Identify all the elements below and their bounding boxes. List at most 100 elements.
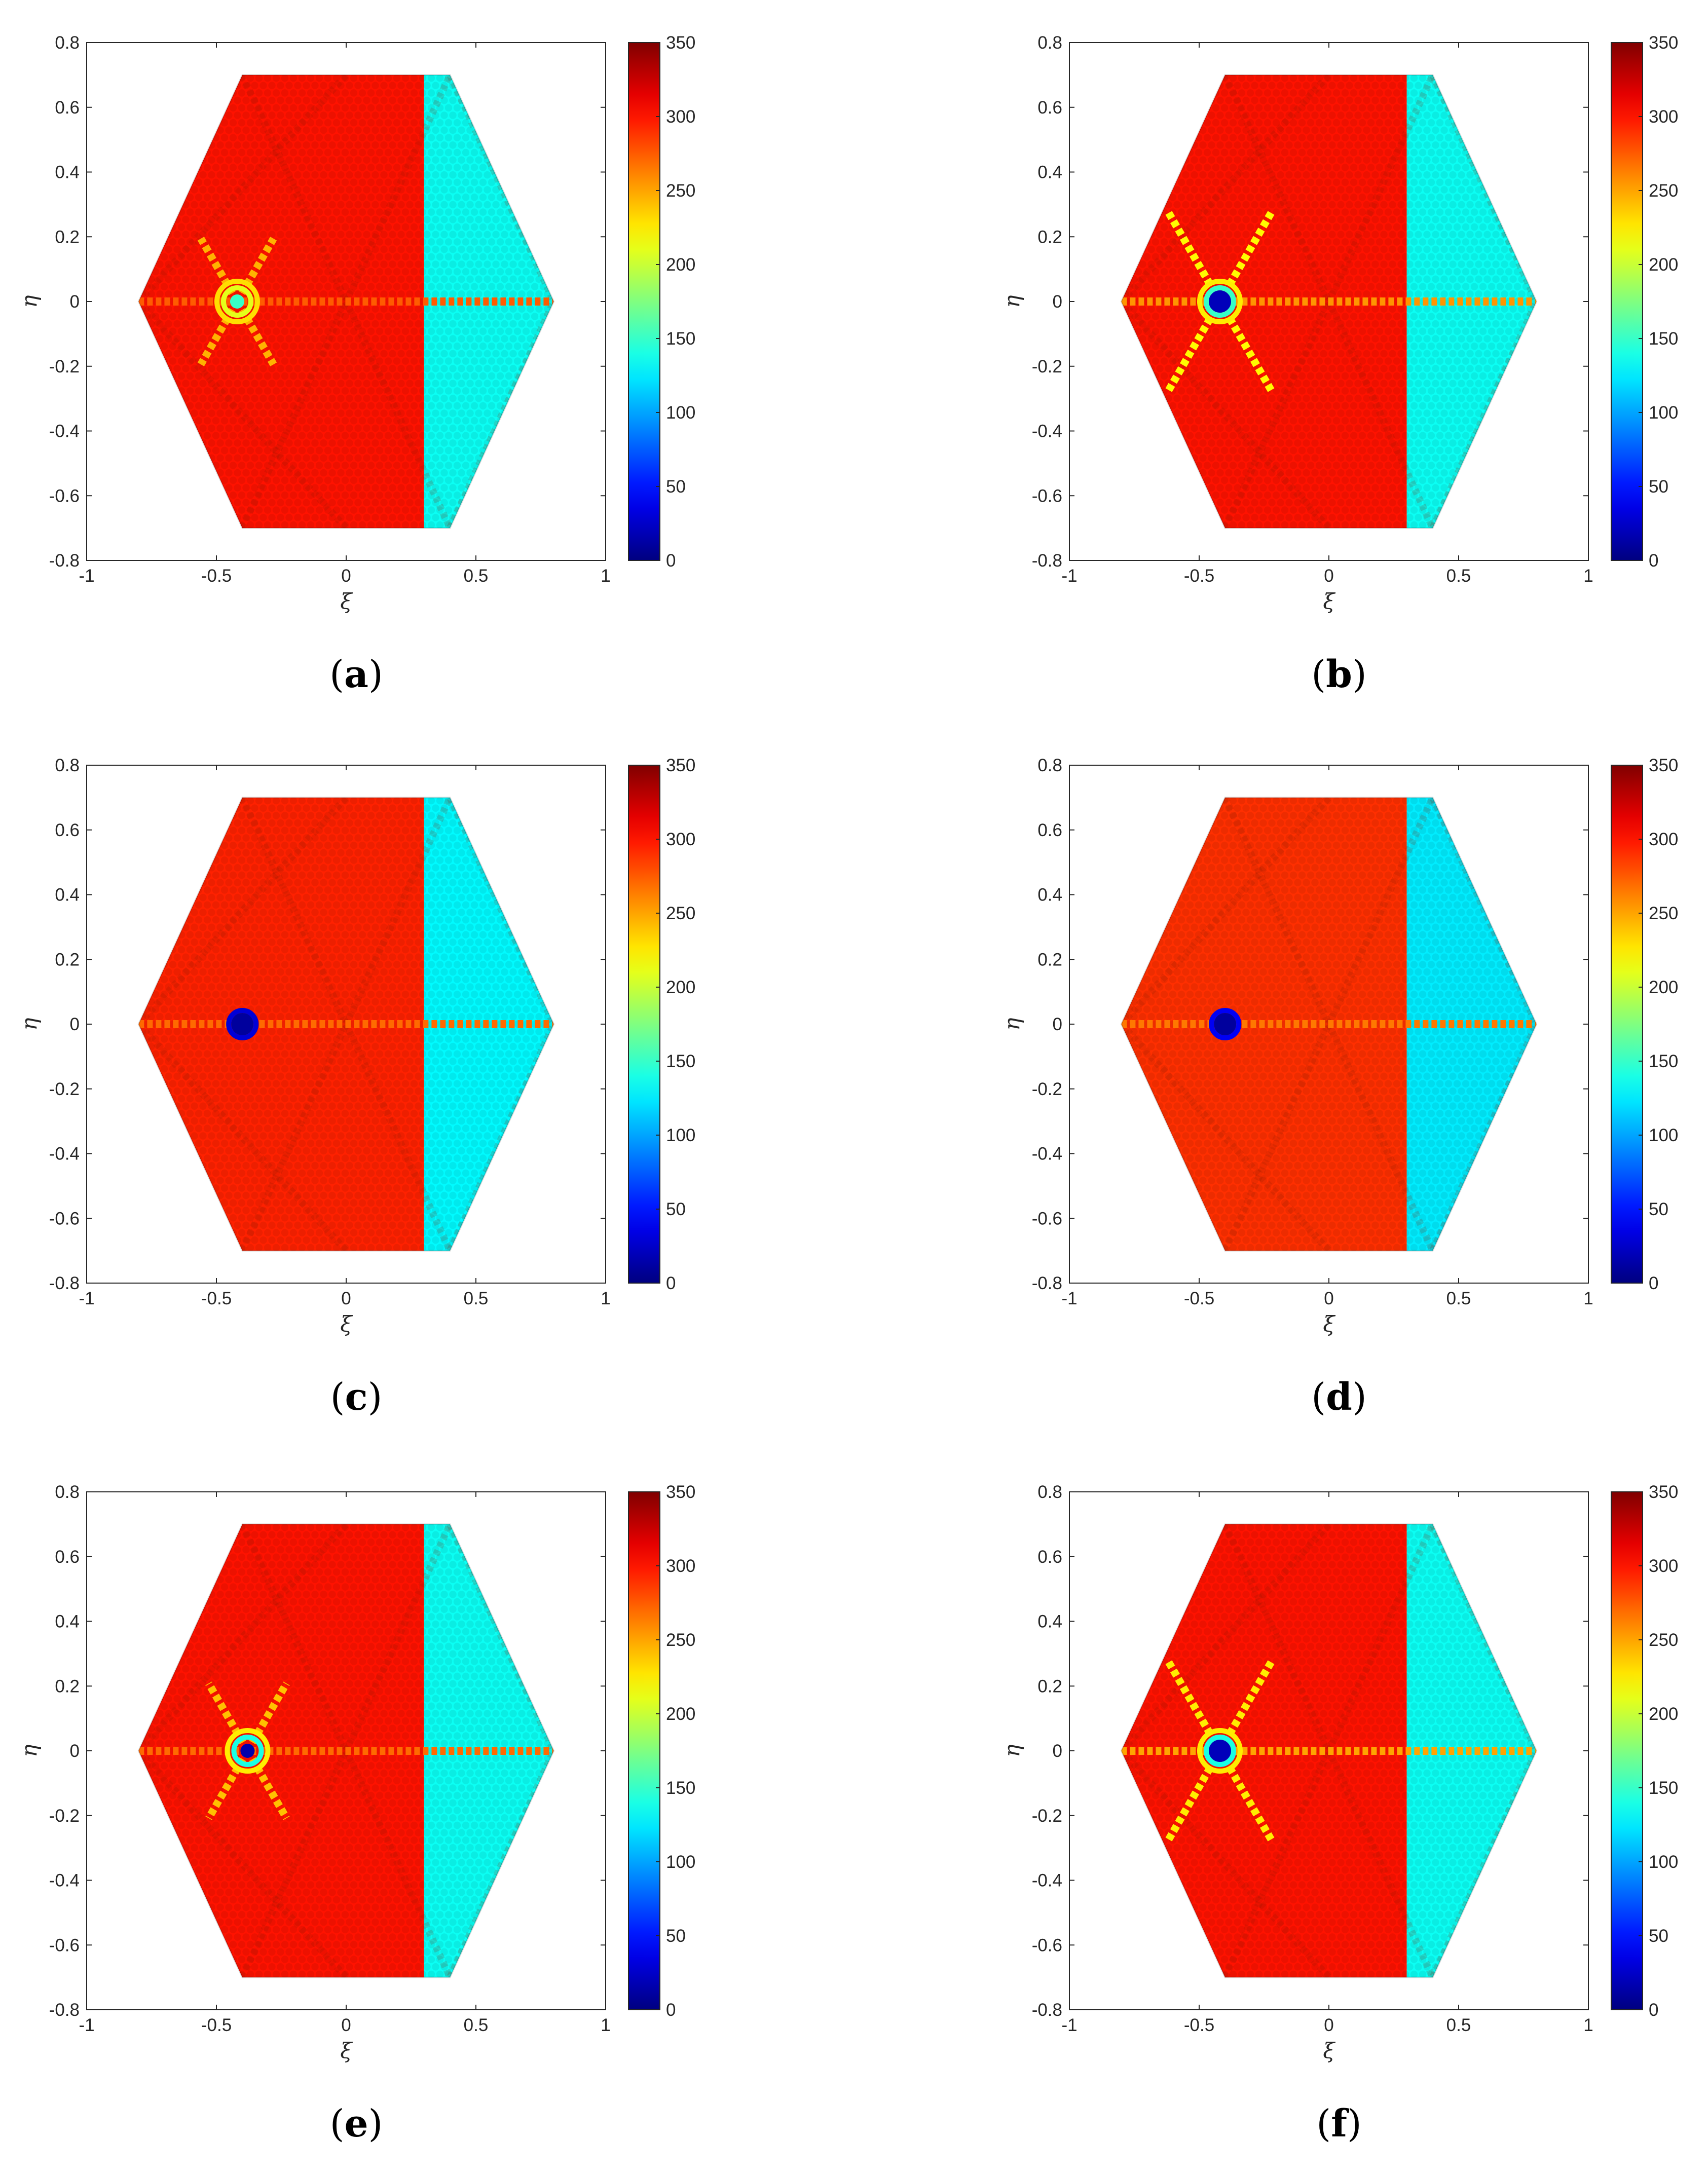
y-tick-label: -0.2 (49, 1806, 80, 1826)
y-tick-label: -0.2 (49, 1079, 80, 1099)
y-tick-label: -0.8 (1032, 2000, 1062, 2020)
x-tick-label: 0.5 (1446, 1289, 1471, 1308)
y-tick-label: 0.8 (1037, 33, 1062, 53)
y-axis-label: η (999, 1744, 1024, 1757)
colorbar-tick-label: 50 (1649, 1926, 1668, 1946)
colorbar-tick-label: 250 (666, 904, 695, 923)
y-tick-label: -0.2 (1032, 1079, 1062, 1099)
tip-ring-2 (1197, 1728, 1243, 1774)
tip-core (1208, 1740, 1231, 1762)
domain-outline (137, 1523, 555, 1978)
x-tick-label: -0.5 (201, 566, 232, 586)
symmetry-band-6 (343, 74, 454, 303)
x-tick-label: 0.5 (1446, 566, 1471, 586)
symmetry-band-6 (343, 797, 454, 1026)
colorbar-tick-label: 350 (666, 1482, 695, 1502)
colorbar-tick-label: 100 (666, 1125, 695, 1145)
y-tick-label: 0.6 (1037, 98, 1062, 118)
tip-ray-1 (1165, 1659, 1223, 1753)
colorbar-tick-label: 300 (666, 107, 695, 127)
colorbar (628, 42, 660, 561)
x-tick-label: -1 (79, 2015, 94, 2035)
y-tick-label: 0.6 (55, 98, 80, 118)
x-tick-label: 1 (1583, 2015, 1593, 2035)
x-tick-label: -0.5 (201, 2015, 232, 2035)
y-tick-label: 0.4 (1037, 163, 1062, 182)
y-tick-label: 0.8 (55, 756, 80, 775)
colorbar-tick-label: 50 (666, 477, 686, 497)
colorbar (1611, 765, 1643, 1284)
y-tick-label: 0.2 (1037, 950, 1062, 969)
y-tick-label: 0 (1053, 292, 1062, 312)
y-tick-label: -0.2 (1032, 1806, 1062, 1826)
y-tick-label: -0.4 (49, 422, 80, 441)
tip-ring-0 (240, 1744, 255, 1758)
y-tick-label: 0.2 (55, 950, 80, 969)
tip-ring-1 (1209, 1008, 1242, 1040)
symmetry-band-5 (1221, 1749, 1332, 1978)
x-tick-label: 0 (1324, 566, 1333, 586)
y-tick-label: 0.4 (55, 1612, 80, 1632)
y-tick-label: -0.4 (1032, 1144, 1062, 1164)
colorbar-tick-label: 50 (1649, 477, 1668, 497)
symmetry-band-2 (1429, 797, 1537, 1026)
y-tick-label: 0.8 (55, 1482, 80, 1502)
colorbar-tick-label: 250 (1649, 1630, 1678, 1650)
colorbar-tick-label: 350 (1649, 1482, 1678, 1502)
tip-ray-2 (1165, 299, 1223, 394)
symmetry-band-4 (239, 797, 350, 1026)
y-tick-label: -0.6 (49, 1935, 80, 1955)
colorbar-tick-label: 350 (666, 756, 695, 775)
colorbar-tick-label: 0 (1649, 551, 1658, 571)
y-tick-label: 0.4 (1037, 1612, 1062, 1632)
x-axis-label: ξ (1323, 2038, 1335, 2063)
x-tick-label: 1 (601, 566, 610, 586)
colorbar-tick-label: 100 (666, 403, 695, 423)
colorbar-tick-label: 350 (1649, 33, 1678, 53)
colorbar-tick-label: 0 (666, 2000, 676, 2020)
panel-caption: (e) (330, 2102, 383, 2146)
y-tick-label: 0.8 (1037, 1482, 1062, 1502)
colorbar-tick-label: 200 (1649, 255, 1678, 275)
symmetry-band-2 (447, 1524, 554, 1752)
tip-ring-1 (220, 285, 253, 318)
y-tick-label: 0.6 (55, 820, 80, 840)
x-tick-label: 0 (1324, 2015, 1333, 2035)
symmetry-band-3 (1429, 300, 1537, 529)
symmetry-band-6 (1325, 797, 1436, 1026)
colorbar-tick-label: 100 (1649, 1125, 1678, 1145)
y-tick-label: 0.4 (55, 163, 80, 182)
y-tick-label: 0.2 (55, 227, 80, 247)
colorbar-tick-label: 250 (666, 1630, 695, 1650)
domain-outline (137, 74, 555, 529)
y-tick-label: -0.2 (49, 357, 80, 377)
symmetry-band-7 (1325, 1023, 1436, 1251)
tip-ray-2 (1165, 1749, 1223, 1843)
tip-ring-2 (1197, 279, 1243, 324)
y-axis-label: η (17, 1744, 42, 1757)
y-tick-label: 0.6 (1037, 820, 1062, 840)
colorbar-tick-label: 350 (1649, 756, 1678, 775)
symmetry-band-5 (239, 1023, 350, 1251)
y-tick-label: -0.8 (49, 1273, 80, 1293)
y-tick-label: 0.2 (1037, 1676, 1062, 1696)
colorbar-tick-label: 150 (1649, 1052, 1678, 1071)
colorbar-tick-label: 150 (666, 1778, 695, 1798)
symmetry-band-3 (1429, 1023, 1537, 1251)
colorbar-tick-label: 100 (1649, 1852, 1678, 1872)
x-axis-label: ξ (340, 1311, 353, 1336)
colorbar-tick-label: 250 (1649, 181, 1678, 201)
tip-ring-1 (1203, 1735, 1236, 1767)
colorbar-tick-label: 150 (1649, 1778, 1678, 1798)
tip-ray-3 (1216, 299, 1275, 394)
colorbar-tick-label: 0 (1649, 2000, 1658, 2020)
colorbar (1611, 1491, 1643, 2010)
tip-core (1208, 290, 1231, 313)
x-tick-label: 0 (341, 2015, 351, 2035)
colorbar-tick-label: 50 (666, 1199, 686, 1219)
colorbar-tick-label: 150 (666, 1052, 695, 1071)
colorbar-tick-label: 200 (666, 1704, 695, 1724)
y-tick-label: -0.8 (1032, 1273, 1062, 1293)
domain-outline (1120, 797, 1538, 1252)
